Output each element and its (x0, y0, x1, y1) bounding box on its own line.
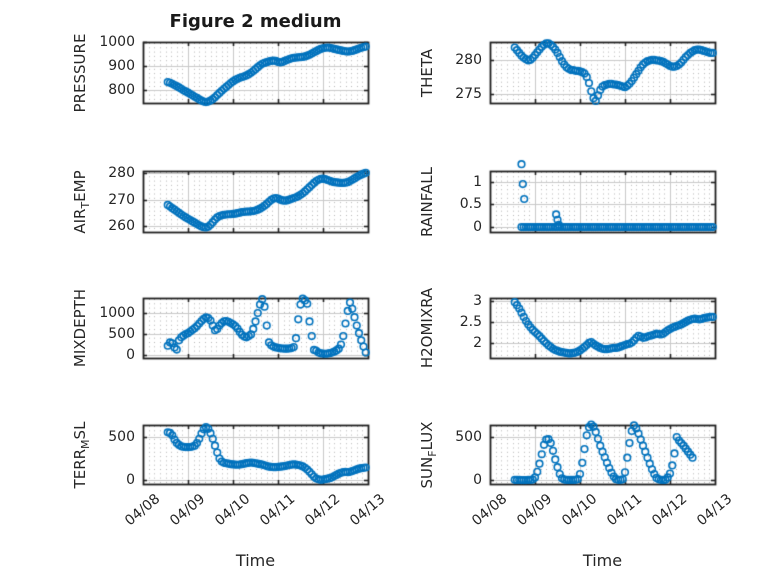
y-tick-label-THETA: 280 (455, 51, 482, 68)
y-tick-label-PRESSURE: 1000 (99, 34, 135, 50)
y-axis-label-text: H2OMIXRA (418, 287, 436, 369)
y-axis-label-text: THETA (418, 48, 436, 97)
y-axis-label-AIR_TEMP: AIRTEMP (71, 169, 92, 234)
y-axis-label-text: RAINFALL (418, 166, 436, 237)
y-tick-label-MIXDEPTH: 0 (126, 347, 135, 364)
y-tick-label-AIR_TEMP: 280 (108, 165, 135, 182)
y-tick-label-PRESSURE: 800 (108, 82, 135, 99)
y-axis-label-H2OMIXRA: H2OMIXRA (418, 288, 436, 368)
y-axis-label-subscript: M (79, 438, 92, 449)
y-axis-label-text: TERR (71, 448, 89, 488)
y-axis-label-text: MIXDEPTH (71, 288, 89, 368)
y-tick-label-RAINFALL: 1 (473, 173, 482, 190)
y-tick-label-H2OMIXRA: 2 (473, 334, 482, 351)
y-tick-label-TERR_MSL: 500 (108, 429, 135, 446)
y-axis-label-TERR_MSL: TERRMSL (71, 421, 92, 488)
y-axis-label-text: EMP (71, 169, 89, 202)
y-axis-label-text: SUN (418, 456, 436, 488)
y-axis-label-text: AIR (71, 208, 89, 234)
y-axis-label-PRESSURE: PRESSURE (71, 33, 89, 112)
y-tick-label-H2OMIXRA: 3 (473, 292, 482, 309)
y-tick-label-H2OMIXRA: 2.5 (459, 313, 482, 330)
figure-title: Figure 2 medium (169, 11, 342, 32)
y-axis-label-MIXDEPTH: MIXDEPTH (71, 289, 89, 367)
y-axis-label-THETA: THETA (418, 48, 436, 96)
y-axis-label-text: SL (71, 421, 89, 439)
y-tick-label-MIXDEPTH: 1000 (99, 305, 135, 321)
x-axis-label-left: Time (235, 551, 276, 570)
y-tick-label-MIXDEPTH: 500 (108, 326, 135, 342)
y-axis-label-SUN_FLUX: SUNFLUX (418, 421, 439, 488)
y-tick-label-SUN_FLUX: 500 (455, 429, 482, 446)
y-axis-label-subscript: F (426, 449, 439, 457)
y-tick-label-TERR_MSL: 0 (126, 472, 135, 489)
y-axis-label-subscript: T (79, 201, 92, 209)
y-axis-label-text: LUX (418, 421, 436, 450)
y-tick-label-THETA: 275 (455, 86, 482, 103)
y-axis-label-text: PRESSURE (71, 33, 89, 112)
y-tick-label-RAINFALL: 0 (473, 219, 482, 236)
y-tick-label-RAINFALL: 0.5 (459, 196, 482, 213)
y-tick-label-SUN_FLUX: 0 (473, 472, 482, 489)
y-tick-label-AIR_TEMP: 260 (108, 218, 135, 235)
y-tick-label-PRESSURE: 900 (108, 58, 135, 75)
y-axis-label-RAINFALL: RAINFALL (418, 167, 436, 237)
x-axis-label-right: Time (582, 551, 623, 570)
y-tick-label-AIR_TEMP: 270 (108, 191, 135, 208)
